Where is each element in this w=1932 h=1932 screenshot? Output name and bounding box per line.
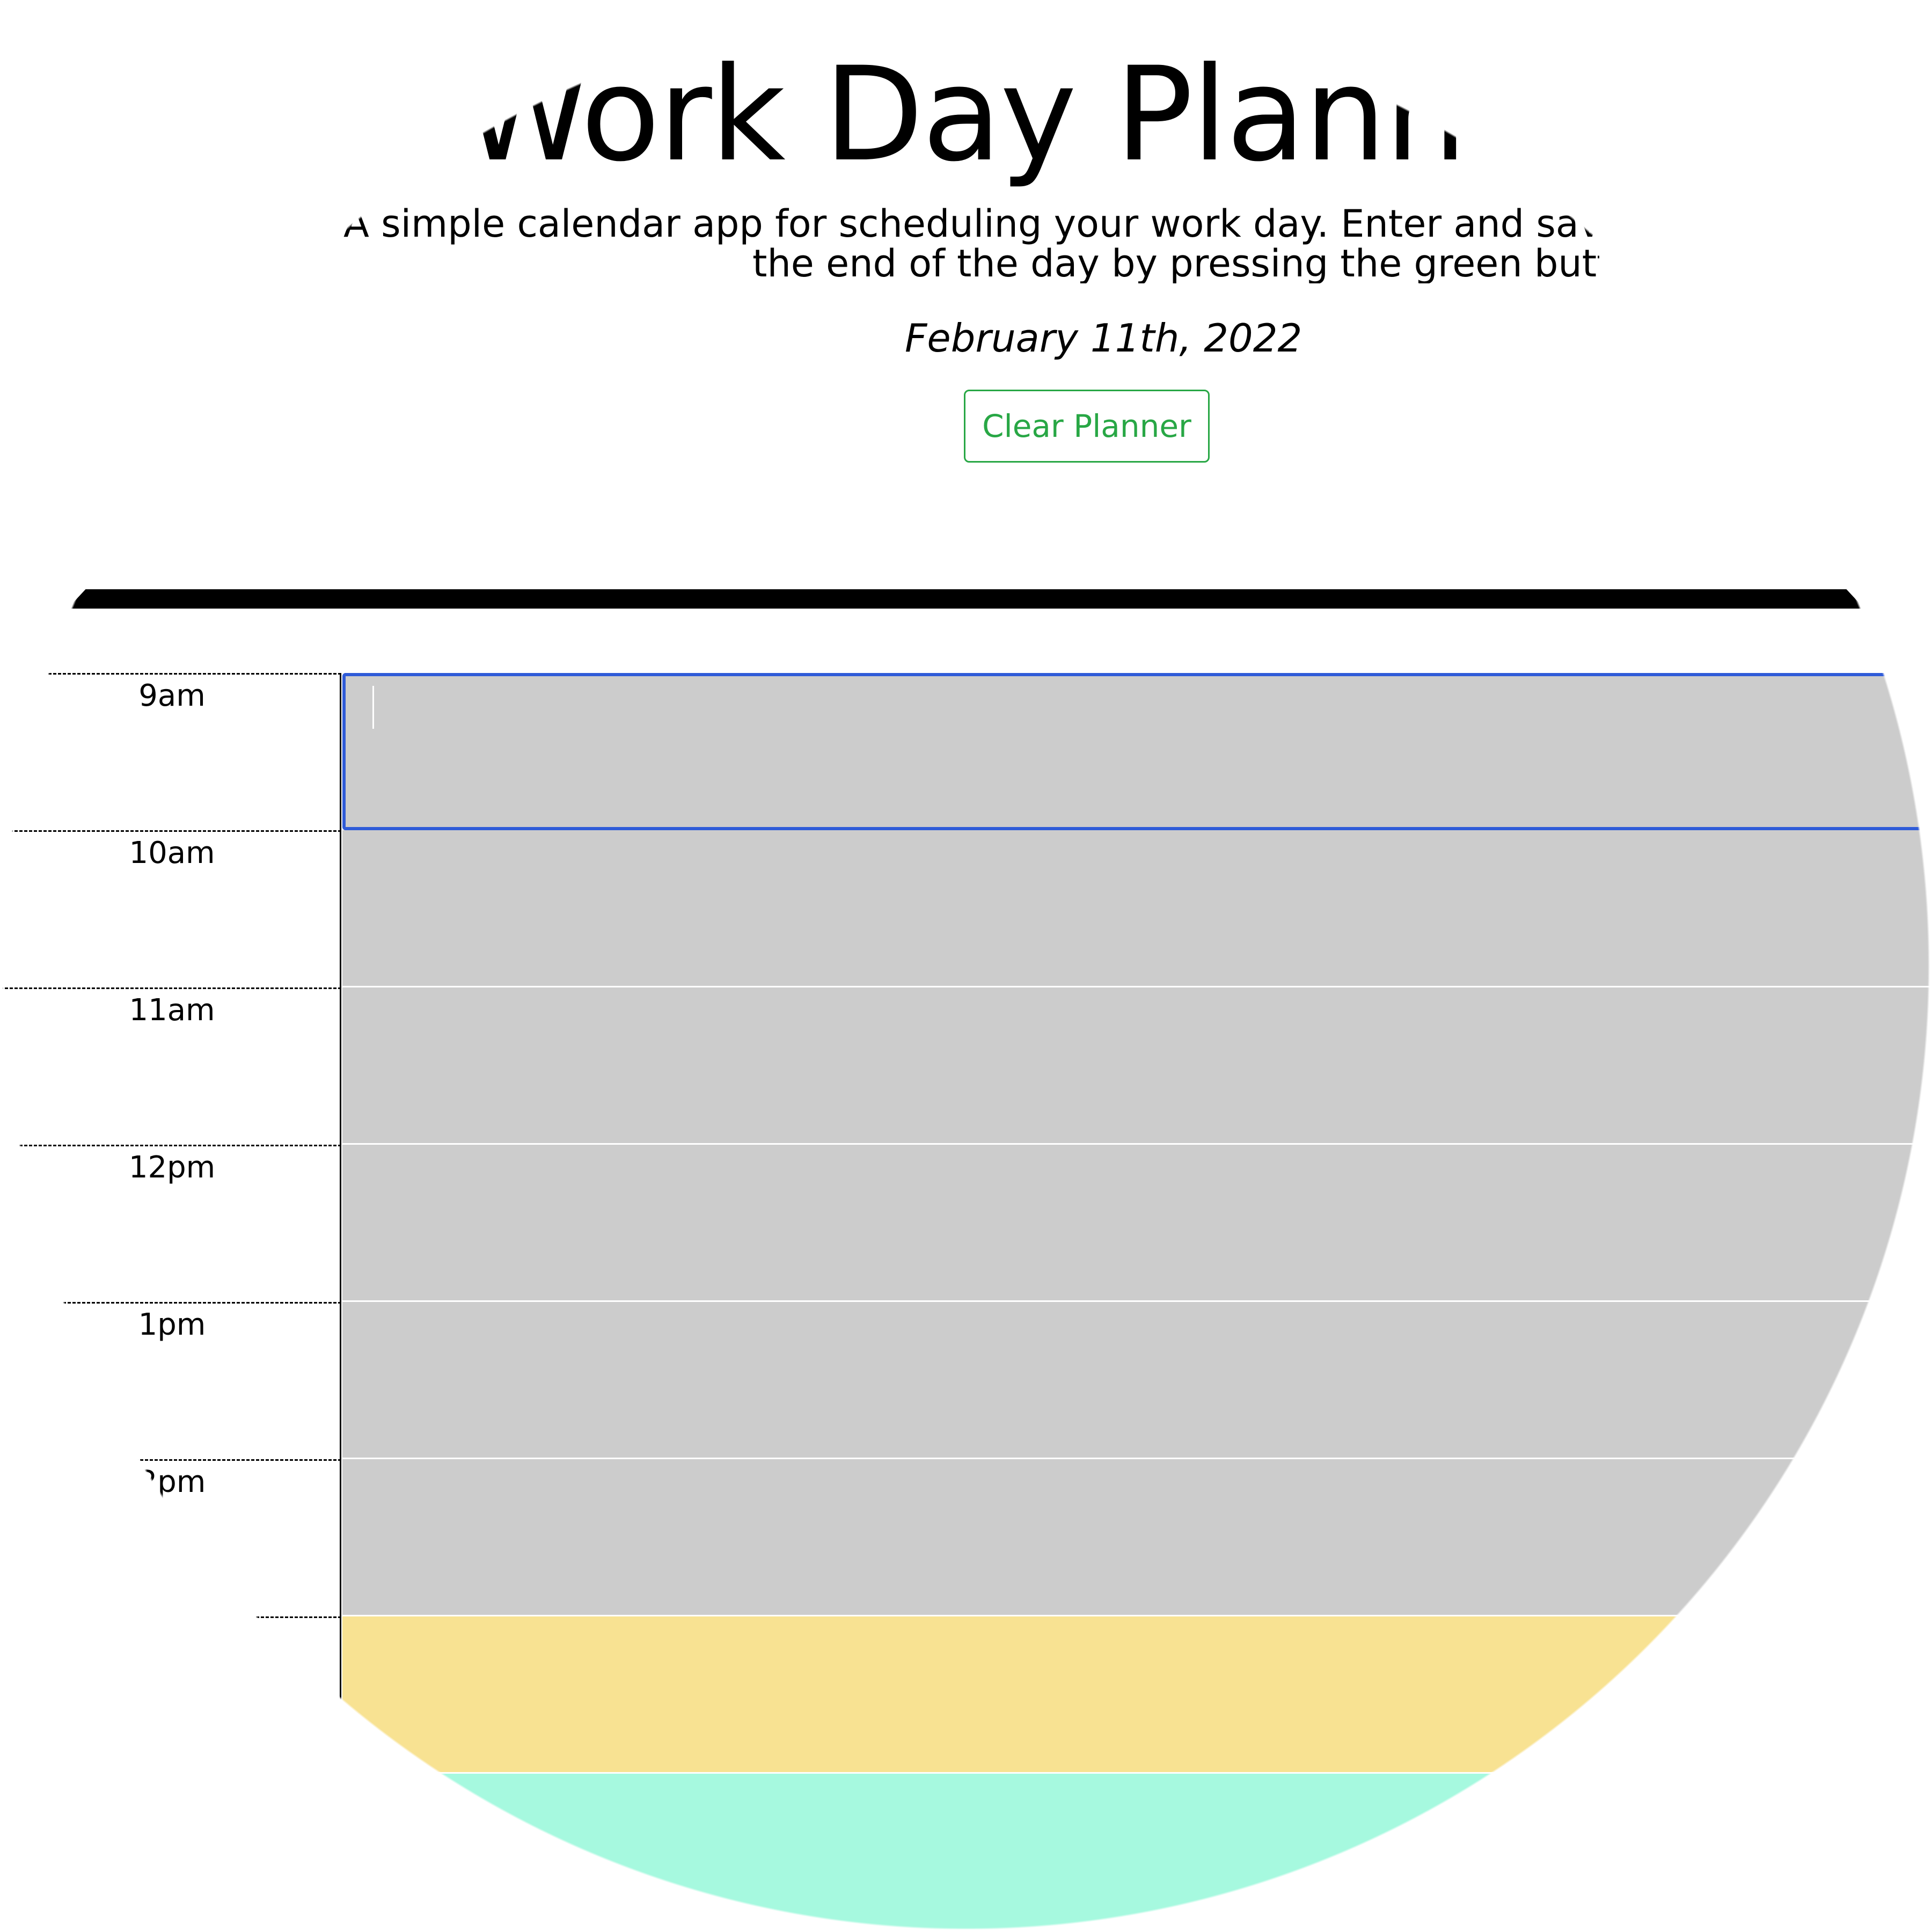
clear-planner-button[interactable]: Clear Planner [964, 390, 1210, 463]
hour-label: 2pm [0, 1459, 341, 1616]
text-cursor [372, 686, 374, 729]
time-block-10am: 10am [0, 830, 1932, 987]
hour-label: 1pm [0, 1302, 341, 1459]
time-block-1pm: 1pm [0, 1302, 1932, 1459]
task-input[interactable] [342, 1616, 1932, 1774]
time-block-12pm: 12pm [0, 1145, 1932, 1302]
description-line-1: A simple calendar app for scheduling you… [343, 204, 1599, 246]
hour-label: 12pm [0, 1145, 341, 1302]
header-divider [68, 589, 1864, 609]
hour-label: 11am [0, 987, 341, 1145]
time-block-11am: 11am [0, 987, 1932, 1145]
page-description: A simple calendar app for scheduling you… [343, 204, 1599, 283]
task-input[interactable] [342, 1145, 1932, 1302]
description-line-2: the end of the day by pressing the green… [752, 241, 1599, 283]
task-input[interactable] [342, 1459, 1932, 1616]
task-input[interactable] [342, 1302, 1932, 1459]
time-block-2pm: 2pm [0, 1459, 1932, 1616]
hour-label: 4pm [0, 1774, 341, 1931]
task-input[interactable] [342, 1774, 1932, 1931]
time-block-9am: 9am [0, 673, 1932, 830]
hour-label: 9am [0, 673, 341, 830]
hour-label: 3pm [0, 1616, 341, 1774]
time-block-3pm: 3pm [0, 1616, 1932, 1774]
task-input[interactable] [342, 830, 1932, 987]
task-input[interactable] [342, 987, 1932, 1145]
page-title: Work Day Planner [462, 39, 1513, 191]
planner: 9am 10am 11am 12pm 1pm 2pm 3pm [0, 673, 1932, 1932]
time-block-4pm: 4pm [0, 1774, 1932, 1931]
task-input[interactable] [342, 673, 1932, 830]
current-date: February 11th, 2022 [905, 316, 1302, 361]
hour-label: 10am [0, 830, 341, 987]
